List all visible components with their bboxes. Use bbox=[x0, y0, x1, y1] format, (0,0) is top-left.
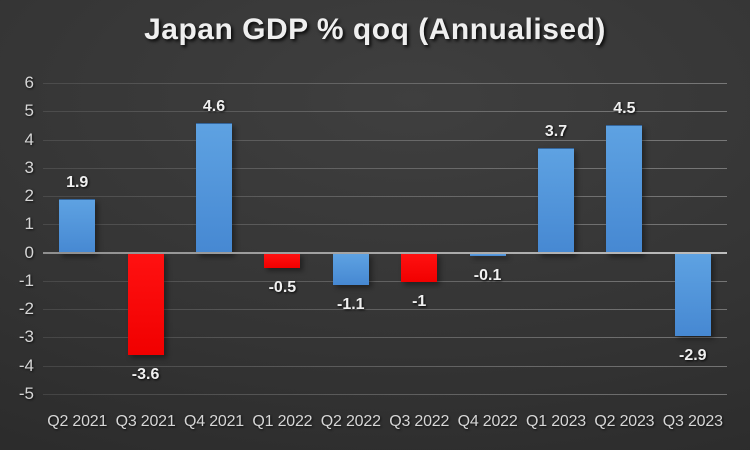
bar-value-label: 1.9 bbox=[66, 173, 89, 191]
x-axis-tick-label: Q3 2021 bbox=[115, 413, 176, 430]
x-axis-tick-label: Q4 2021 bbox=[184, 413, 244, 430]
gridline bbox=[43, 394, 727, 395]
x-axis: Q2 2021 Q3 2021 Q4 2021 Q1 2022 Q2 2022 Q3 20… bbox=[43, 412, 727, 436]
gridline bbox=[43, 139, 727, 141]
bar-q3-2023 bbox=[674, 252, 711, 336]
y-axis-tick-label: 4 bbox=[24, 129, 34, 149]
y-axis-tick-label: -5 bbox=[18, 384, 34, 403]
x-axis-tick-label: Q2 2021 bbox=[47, 413, 108, 430]
bar-value-label: -3.6 bbox=[131, 366, 160, 384]
y-axis-tick-label: 3 bbox=[24, 157, 34, 177]
bar-value-label: -1.1 bbox=[337, 295, 365, 313]
gridline bbox=[43, 365, 727, 367]
x-axis-tick-label: Q3 2023 bbox=[662, 413, 723, 430]
bar-q2-2023 bbox=[606, 125, 643, 254]
bar-value-label: 4.5 bbox=[613, 100, 636, 118]
bar-q4-2021 bbox=[196, 122, 232, 254]
gridline bbox=[43, 309, 727, 311]
y-axis-tick-label: 5 bbox=[24, 101, 34, 121]
y-axis-tick-label: -3 bbox=[18, 327, 34, 347]
bar-q3-2022 bbox=[401, 252, 438, 282]
gridline bbox=[43, 280, 727, 282]
bar-q1-2022 bbox=[264, 252, 301, 268]
bar-q2-2021 bbox=[59, 198, 96, 254]
y-axis-tick-label: -1 bbox=[18, 270, 34, 290]
y-axis-tick-label: 1 bbox=[24, 214, 34, 234]
x-axis-tick-label: Q3 2022 bbox=[389, 413, 450, 430]
bar-value-label: -1 bbox=[412, 292, 427, 310]
gridline bbox=[43, 337, 727, 339]
y-axis-tick-label: 0 bbox=[24, 242, 34, 262]
x-axis-tick-label: Q4 2022 bbox=[457, 413, 518, 430]
zero-axis-line bbox=[43, 251, 727, 254]
gridline bbox=[43, 196, 727, 198]
y-axis: 6 5 4 3 2 1 0 -1 -2 -3 -4 -5 bbox=[0, 73, 38, 403]
bar-value-label: -2.9 bbox=[679, 346, 707, 364]
x-axis-tick-label: Q2 2022 bbox=[320, 413, 381, 430]
x-axis-tick-label: Q2 2023 bbox=[594, 413, 655, 430]
bar-value-label: -0.5 bbox=[268, 278, 297, 296]
bar-value-label: 3.7 bbox=[544, 123, 568, 141]
bar-value-label: -0.1 bbox=[473, 267, 502, 285]
bar-q2-2022 bbox=[332, 252, 369, 285]
gridline bbox=[43, 167, 727, 169]
gridline bbox=[43, 224, 727, 226]
gridline bbox=[43, 111, 727, 113]
y-axis-tick-label: -2 bbox=[18, 299, 34, 319]
bar-value-label: 4.6 bbox=[202, 97, 226, 115]
y-axis-tick-label: 6 bbox=[24, 73, 34, 92]
bar-q3-2021 bbox=[127, 252, 164, 356]
plot-area: 1.9 -3.6 4.6 -0.5 -1.1 -1 -0.1 3.7 4.5 -2.9 bbox=[43, 83, 727, 395]
bar-q1-2023 bbox=[538, 148, 574, 254]
y-axis-tick-label: -4 bbox=[18, 355, 34, 375]
x-axis-tick-label: Q1 2022 bbox=[252, 413, 313, 430]
chart-title: Japan GDP % qoq (Annualised) bbox=[144, 13, 606, 46]
gridline bbox=[43, 83, 727, 84]
y-axis-tick-label: 2 bbox=[24, 186, 34, 206]
x-axis-tick-label: Q1 2023 bbox=[526, 413, 586, 430]
